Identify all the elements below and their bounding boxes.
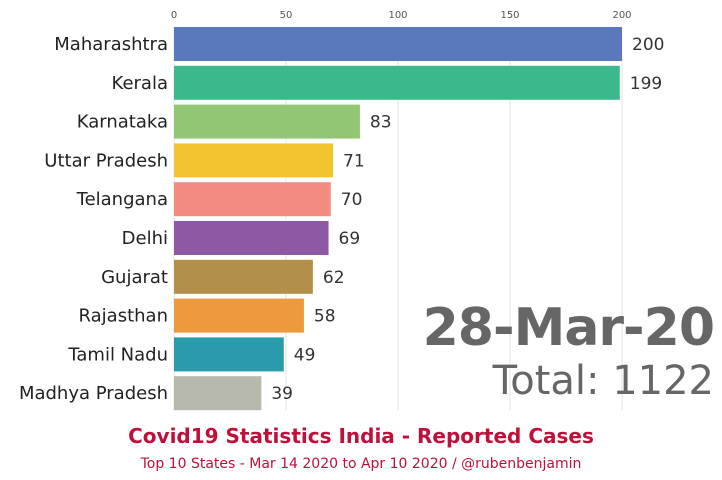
category-label: Maharashtra [54,34,168,55]
value-label: 71 [343,151,365,171]
value-label: 69 [339,229,361,249]
value-label: 199 [630,74,662,94]
value-label: 200 [632,35,664,55]
bar [174,298,304,333]
bar [174,182,331,217]
chart-title: Covid19 Statistics India - Reported Case… [128,424,594,448]
bar [174,221,329,255]
date-label: 28-Mar-20 [422,298,715,358]
value-label: 49 [294,345,316,365]
total-label: Total: 1122 [492,358,714,404]
category-label: Tamil Nadu [67,344,168,365]
value-label: 83 [370,113,392,133]
category-label: Kerala [112,73,168,94]
x-tick-label: 50 [280,10,293,21]
x-tick-label: 0 [171,10,177,21]
x-tick-label: 100 [388,10,407,21]
category-label: Rajasthan [79,306,168,327]
value-label: 39 [271,384,293,404]
category-label: Delhi [122,228,168,249]
bar [174,65,620,100]
bar [174,259,313,294]
bar [174,27,622,61]
category-label: Madhya Pradesh [19,383,168,404]
value-label: 62 [323,268,345,288]
category-label: Karnataka [77,112,168,133]
bar [174,376,262,411]
value-label: 58 [314,307,336,327]
x-tick-label: 200 [612,10,631,21]
chart-subtitle: Top 10 States - Mar 14 2020 to Apr 10 20… [140,456,582,472]
bar [174,143,334,178]
value-label: 70 [341,190,363,210]
category-label: Gujarat [101,267,168,288]
bar-chart: 0 50 100 150 200 Maharashtra 200 Kerala 199 Karna… [19,10,664,411]
bar [174,104,360,139]
x-tick-label: 150 [500,10,519,21]
category-label: Uttar Pradesh [44,150,168,171]
category-label: Telangana [76,189,168,210]
bar [174,337,284,372]
